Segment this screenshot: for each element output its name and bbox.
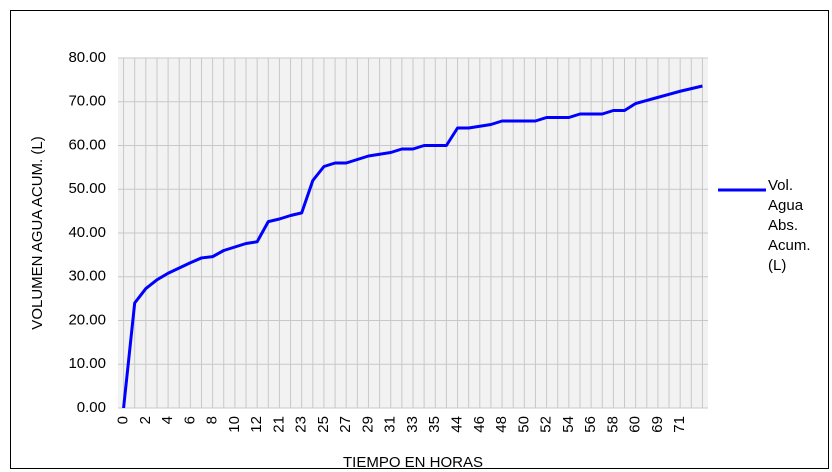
y-tick-label: 80.00 (68, 49, 106, 66)
x-tick-label: 25 (315, 416, 332, 433)
y-tick-label: 40.00 (68, 224, 106, 241)
x-tick-label: 10 (226, 416, 243, 433)
x-tick-label: 52 (538, 416, 555, 433)
x-tick-label: 12 (248, 416, 265, 433)
x-tick-label: 2 (137, 416, 154, 424)
y-tick-label: 20.00 (68, 311, 106, 328)
x-tick-label: 23 (293, 416, 310, 433)
legend-label: Vol. Agua Abs. Acum. (L) (768, 177, 811, 274)
x-tick-label: 6 (181, 416, 198, 424)
x-tick-label: 60 (627, 416, 644, 433)
y-tick-label: 10.00 (68, 355, 106, 372)
x-tick-label: 54 (560, 416, 577, 433)
x-axis-title: TIEMPO EN HORAS (343, 454, 483, 471)
x-tick-label: 58 (604, 416, 621, 433)
x-tick-label: 35 (426, 416, 443, 433)
y-tick-label: 30.00 (68, 268, 106, 285)
x-tick-label: 8 (204, 416, 221, 424)
x-tick-label: 50 (515, 416, 532, 433)
y-tick-label: 60.00 (68, 136, 106, 153)
x-tick-label: 0 (115, 416, 132, 424)
y-tick-label: 70.00 (68, 93, 106, 110)
x-tick-label: 27 (337, 416, 354, 433)
y-tick-label: 0.00 (77, 399, 106, 416)
x-tick-label: 71 (671, 416, 688, 433)
x-tick-label: 44 (448, 416, 465, 433)
x-tick-label: 31 (382, 416, 399, 433)
x-tick-label: 69 (649, 416, 666, 433)
x-tick-label: 21 (270, 416, 287, 433)
line-series (122, 84, 703, 409)
x-tick-label: 46 (471, 416, 488, 433)
y-axis-title: VOLUMEN AGUA ACUM. (L) (29, 136, 46, 329)
y-tick-label: 50.00 (68, 180, 106, 197)
x-tick-label: 33 (404, 416, 421, 433)
x-tick-label: 56 (582, 416, 599, 433)
x-tick-label: 29 (359, 416, 376, 433)
x-tick-label: 4 (159, 416, 176, 424)
x-tick-label: 48 (493, 416, 510, 433)
